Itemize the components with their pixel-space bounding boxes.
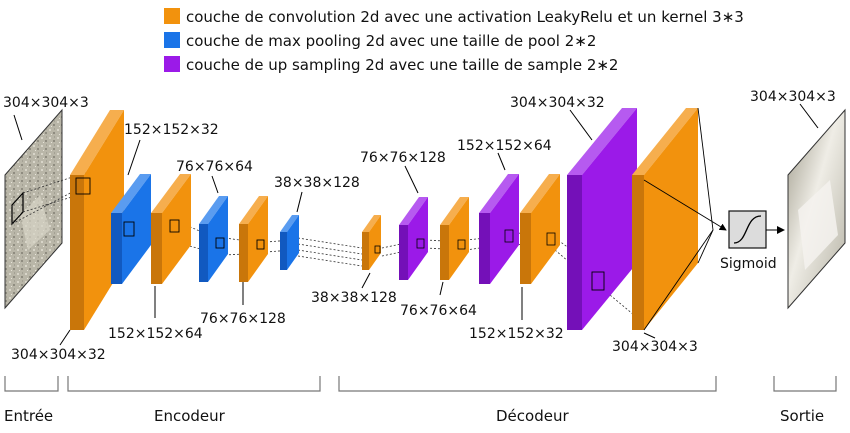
section-label-input: Entrée [4, 407, 53, 425]
enc-conv3-layer [239, 196, 268, 282]
dimension-pointers [13, 103, 819, 346]
output-image [787, 108, 846, 310]
input-image [4, 108, 63, 310]
sigmoid-block: Sigmoid [720, 210, 785, 272]
dim-enc-pool2: 76×76×64 [176, 159, 253, 175]
bracket-encoder [67, 376, 321, 392]
dim-enc-pool3: 38×38×128 [274, 175, 360, 191]
bracket-decoder [338, 376, 717, 392]
dim-dec-conv1: 38×38×128 [311, 290, 397, 306]
dec-conv1-layer [362, 215, 381, 270]
dec-up2-layer [479, 174, 519, 284]
dim-input: 304×304×3 [3, 95, 89, 111]
enc-conv1-kernel [75, 177, 91, 195]
dec-conv4-layer [632, 108, 698, 330]
sigmoid-curve-icon [733, 215, 762, 244]
dim-dec-up3: 304×304×32 [510, 95, 605, 111]
enc-pool2-layer [199, 196, 228, 282]
legend: couche de convolution 2d avec une activa… [164, 8, 744, 74]
dim-enc-pool1: 152×152×32 [124, 122, 219, 138]
enc-conv2-layer [151, 174, 191, 284]
sigmoid-label: Sigmoid [720, 256, 777, 272]
dim-dec-conv4: 304×304×3 [612, 339, 698, 355]
legend-swatch-conv [164, 8, 180, 24]
section-label-output: Sortie [780, 407, 824, 425]
dim-enc-conv2: 152×152×64 [108, 326, 203, 342]
legend-text-pool: couche de max pooling 2d avec une taille… [186, 32, 596, 50]
dim-output: 304×304×3 [750, 89, 836, 105]
legend-swatch-pool [164, 32, 180, 48]
section-label-decoder: Décodeur [496, 407, 569, 425]
dec-conv2-layer [440, 197, 469, 280]
dec-conv3-layer [520, 174, 560, 284]
enc-pool3-layer [280, 215, 299, 270]
enc-pool1-layer [111, 174, 151, 284]
legend-swatch-upsample [164, 56, 180, 72]
section-label-encoder: Encodeur [154, 407, 226, 425]
legend-text-upsample: couche de up sampling 2d avec une taille… [186, 56, 618, 74]
section-brackets [4, 376, 837, 392]
legend-text-conv: couche de convolution 2d avec une activa… [186, 8, 744, 26]
bracket-input [4, 376, 59, 392]
dim-dec-conv2: 76×76×64 [400, 303, 477, 319]
dim-dec-conv3: 152×152×32 [469, 326, 564, 342]
dec-up3-layer [567, 108, 637, 330]
sigmoid-funnel [643, 107, 727, 331]
dim-dec-up1: 76×76×128 [360, 150, 446, 166]
dim-enc-conv3: 76×76×128 [200, 311, 286, 327]
dim-enc-conv1: 304×304×32 [11, 347, 106, 363]
dim-dec-up2: 152×152×64 [457, 138, 552, 154]
dec-up1-layer [399, 197, 428, 280]
bracket-output [773, 376, 837, 392]
